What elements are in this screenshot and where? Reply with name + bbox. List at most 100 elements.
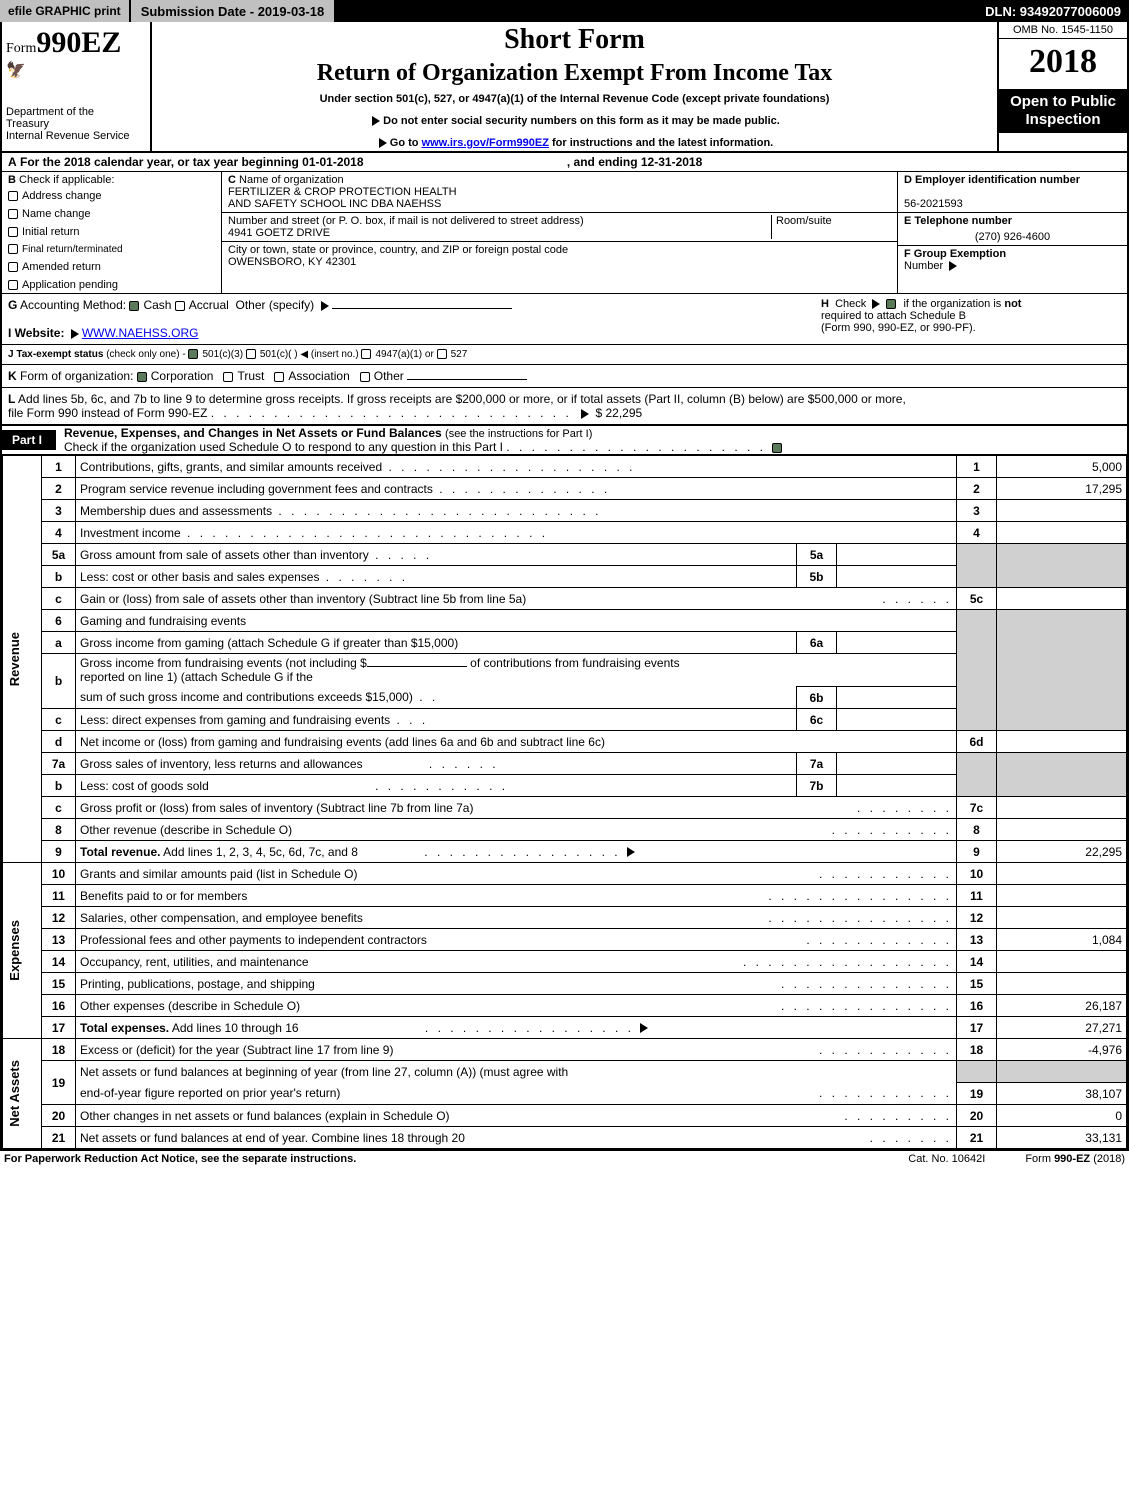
checkbox-application-pending[interactable] <box>8 280 18 290</box>
subtitle: Under section 501(c), 527, or 4947(a)(1)… <box>156 93 993 105</box>
return-title: Return of Organization Exempt From Incom… <box>156 60 993 87</box>
shade-cell <box>957 753 997 797</box>
name-label: Name of organization <box>239 174 344 186</box>
line-j: J Tax-exempt status (check only one) - 5… <box>2 345 1127 365</box>
omb-number: OMB No. 1545-1150 <box>999 22 1127 39</box>
label-i: I Website: <box>8 326 64 340</box>
table-row: 3 Membership dues and assessments . . . … <box>3 500 1127 522</box>
table-row: 15 Printing, publications, postage, and … <box>3 973 1127 995</box>
inner-num: 5b <box>797 566 837 588</box>
line-amt: 38,107 <box>997 1083 1127 1105</box>
phone-row: E Telephone number (270) 926-4600 <box>898 213 1127 246</box>
inner-num: 6a <box>797 632 837 654</box>
k-trust: Trust <box>237 369 264 383</box>
line-no: 1 <box>42 456 76 478</box>
table-row: 20 Other changes in net assets or fund b… <box>3 1105 1127 1127</box>
part-sub: (see the instructions for Part I) <box>445 428 592 440</box>
line-no: 5a <box>42 544 76 566</box>
line-no: 14 <box>42 951 76 973</box>
checkbox-other[interactable] <box>360 372 370 382</box>
line-no: b <box>42 566 76 588</box>
part-tag: Part I <box>2 430 56 450</box>
checkbox-trust[interactable] <box>223 372 233 382</box>
checkbox-corporation[interactable] <box>137 372 147 382</box>
line-no: a <box>42 632 76 654</box>
line-desc: Net assets or fund balances at end of ye… <box>76 1127 957 1149</box>
line-num: 16 <box>957 995 997 1017</box>
table-row: 19 Net assets or fund balances at beginn… <box>3 1061 1127 1083</box>
checkbox-association[interactable] <box>274 372 284 382</box>
lines-table: Revenue 1 Contributions, gifts, grants, … <box>2 455 1127 1149</box>
line-num: 10 <box>957 863 997 885</box>
submission-date: Submission Date - 2019-03-18 <box>131 0 335 22</box>
line-num: 2 <box>957 478 997 500</box>
checkbox-initial-return[interactable] <box>8 227 18 237</box>
checkbox-4947[interactable] <box>361 349 371 359</box>
line-num: 18 <box>957 1039 997 1061</box>
line-num: 15 <box>957 973 997 995</box>
dept-line1: Department of the <box>6 106 146 118</box>
checkbox-final-return[interactable] <box>8 244 18 254</box>
inner-val <box>837 687 957 709</box>
line-k: K Form of organization: Corporation Trus… <box>2 365 1127 388</box>
checkbox-cash[interactable] <box>129 301 139 311</box>
part-1-header: Part I Revenue, Expenses, and Changes in… <box>2 424 1127 455</box>
tax-year: 2018 <box>999 39 1127 89</box>
line-num: 8 <box>957 819 997 841</box>
shade-cell <box>957 1061 997 1083</box>
shade-cell <box>997 544 1127 588</box>
table-row: 16 Other expenses (describe in Schedule … <box>3 995 1127 1017</box>
arrow1-text: Do not enter social security numbers on … <box>383 115 780 127</box>
table-row: 21 Net assets or fund balances at end of… <box>3 1127 1127 1149</box>
efile-print-button[interactable]: efile GRAPHIC print <box>0 0 131 22</box>
box-def: D Employer identification number 56-2021… <box>897 172 1127 293</box>
ein-row: D Employer identification number 56-2021… <box>898 172 1127 213</box>
irs-link[interactable]: www.irs.gov/Form990EZ <box>422 137 549 149</box>
form-header: Form990EZ 🦅 Department of the Treasury I… <box>2 22 1127 153</box>
label-k: K <box>8 369 17 383</box>
checkbox-name-change[interactable] <box>8 209 18 219</box>
g-cash: Cash <box>143 298 171 312</box>
line-desc: Benefits paid to or for members . . . . … <box>76 885 957 907</box>
line-amt <box>997 951 1127 973</box>
line-desc: Other expenses (describe in Schedule O) … <box>76 995 957 1017</box>
line-desc: Gross sales of inventory, less returns a… <box>76 753 797 775</box>
chk-label-1: Name change <box>22 208 91 220</box>
org-name-row: C Name of organization FERTILIZER & CROP… <box>222 172 897 213</box>
checkbox-527[interactable] <box>437 349 447 359</box>
shade-cell <box>997 753 1127 797</box>
taxyear-begin: 01-01-2018 <box>302 155 363 169</box>
checkbox-h[interactable] <box>886 299 896 309</box>
g-accrual: Accrual <box>189 298 229 312</box>
line-desc: Membership dues and assessments . . . . … <box>76 500 957 522</box>
open-to-public: Open to Public Inspection <box>999 89 1127 133</box>
part-title-text: Revenue, Expenses, and Changes in Net As… <box>64 426 445 440</box>
arrow2-pre: Go to <box>390 137 422 149</box>
table-row: 6 Gaming and fundraising events <box>3 610 1127 632</box>
checkbox-501c3[interactable] <box>188 349 198 359</box>
line-no: c <box>42 797 76 819</box>
line-amt <box>997 797 1127 819</box>
table-row: 17 Total expenses. Add lines 10 through … <box>3 1017 1127 1039</box>
checkbox-accrual[interactable] <box>175 301 185 311</box>
k-text: Form of organization: <box>20 369 133 383</box>
checkbox-501c[interactable] <box>246 349 256 359</box>
website-link[interactable]: WWW.NAEHSS.ORG <box>82 326 199 340</box>
org-name-1: FERTILIZER & CROP PROTECTION HEALTH <box>228 186 457 198</box>
line-amt: 17,295 <box>997 478 1127 500</box>
table-row: 9 Total revenue. Add lines 1, 2, 3, 4, 5… <box>3 841 1127 863</box>
line-num: 14 <box>957 951 997 973</box>
table-row: Expenses 10 Grants and similar amounts p… <box>3 863 1127 885</box>
checkbox-schedule-o[interactable] <box>772 443 782 453</box>
city-label: City or town, state or province, country… <box>228 244 568 256</box>
header-middle: Short Form Return of Organization Exempt… <box>152 22 997 151</box>
open-line1: Open to Public <box>1001 93 1125 111</box>
line-no: 9 <box>42 841 76 863</box>
table-row: 5a Gross amount from sale of assets othe… <box>3 544 1127 566</box>
line-amt <box>997 731 1127 753</box>
line-no: 2 <box>42 478 76 500</box>
street-row: Number and street (or P. O. box, if mail… <box>222 213 897 242</box>
checkbox-address-change[interactable] <box>8 191 18 201</box>
table-row: Net Assets 18 Excess or (deficit) for th… <box>3 1039 1127 1061</box>
checkbox-amended-return[interactable] <box>8 262 18 272</box>
